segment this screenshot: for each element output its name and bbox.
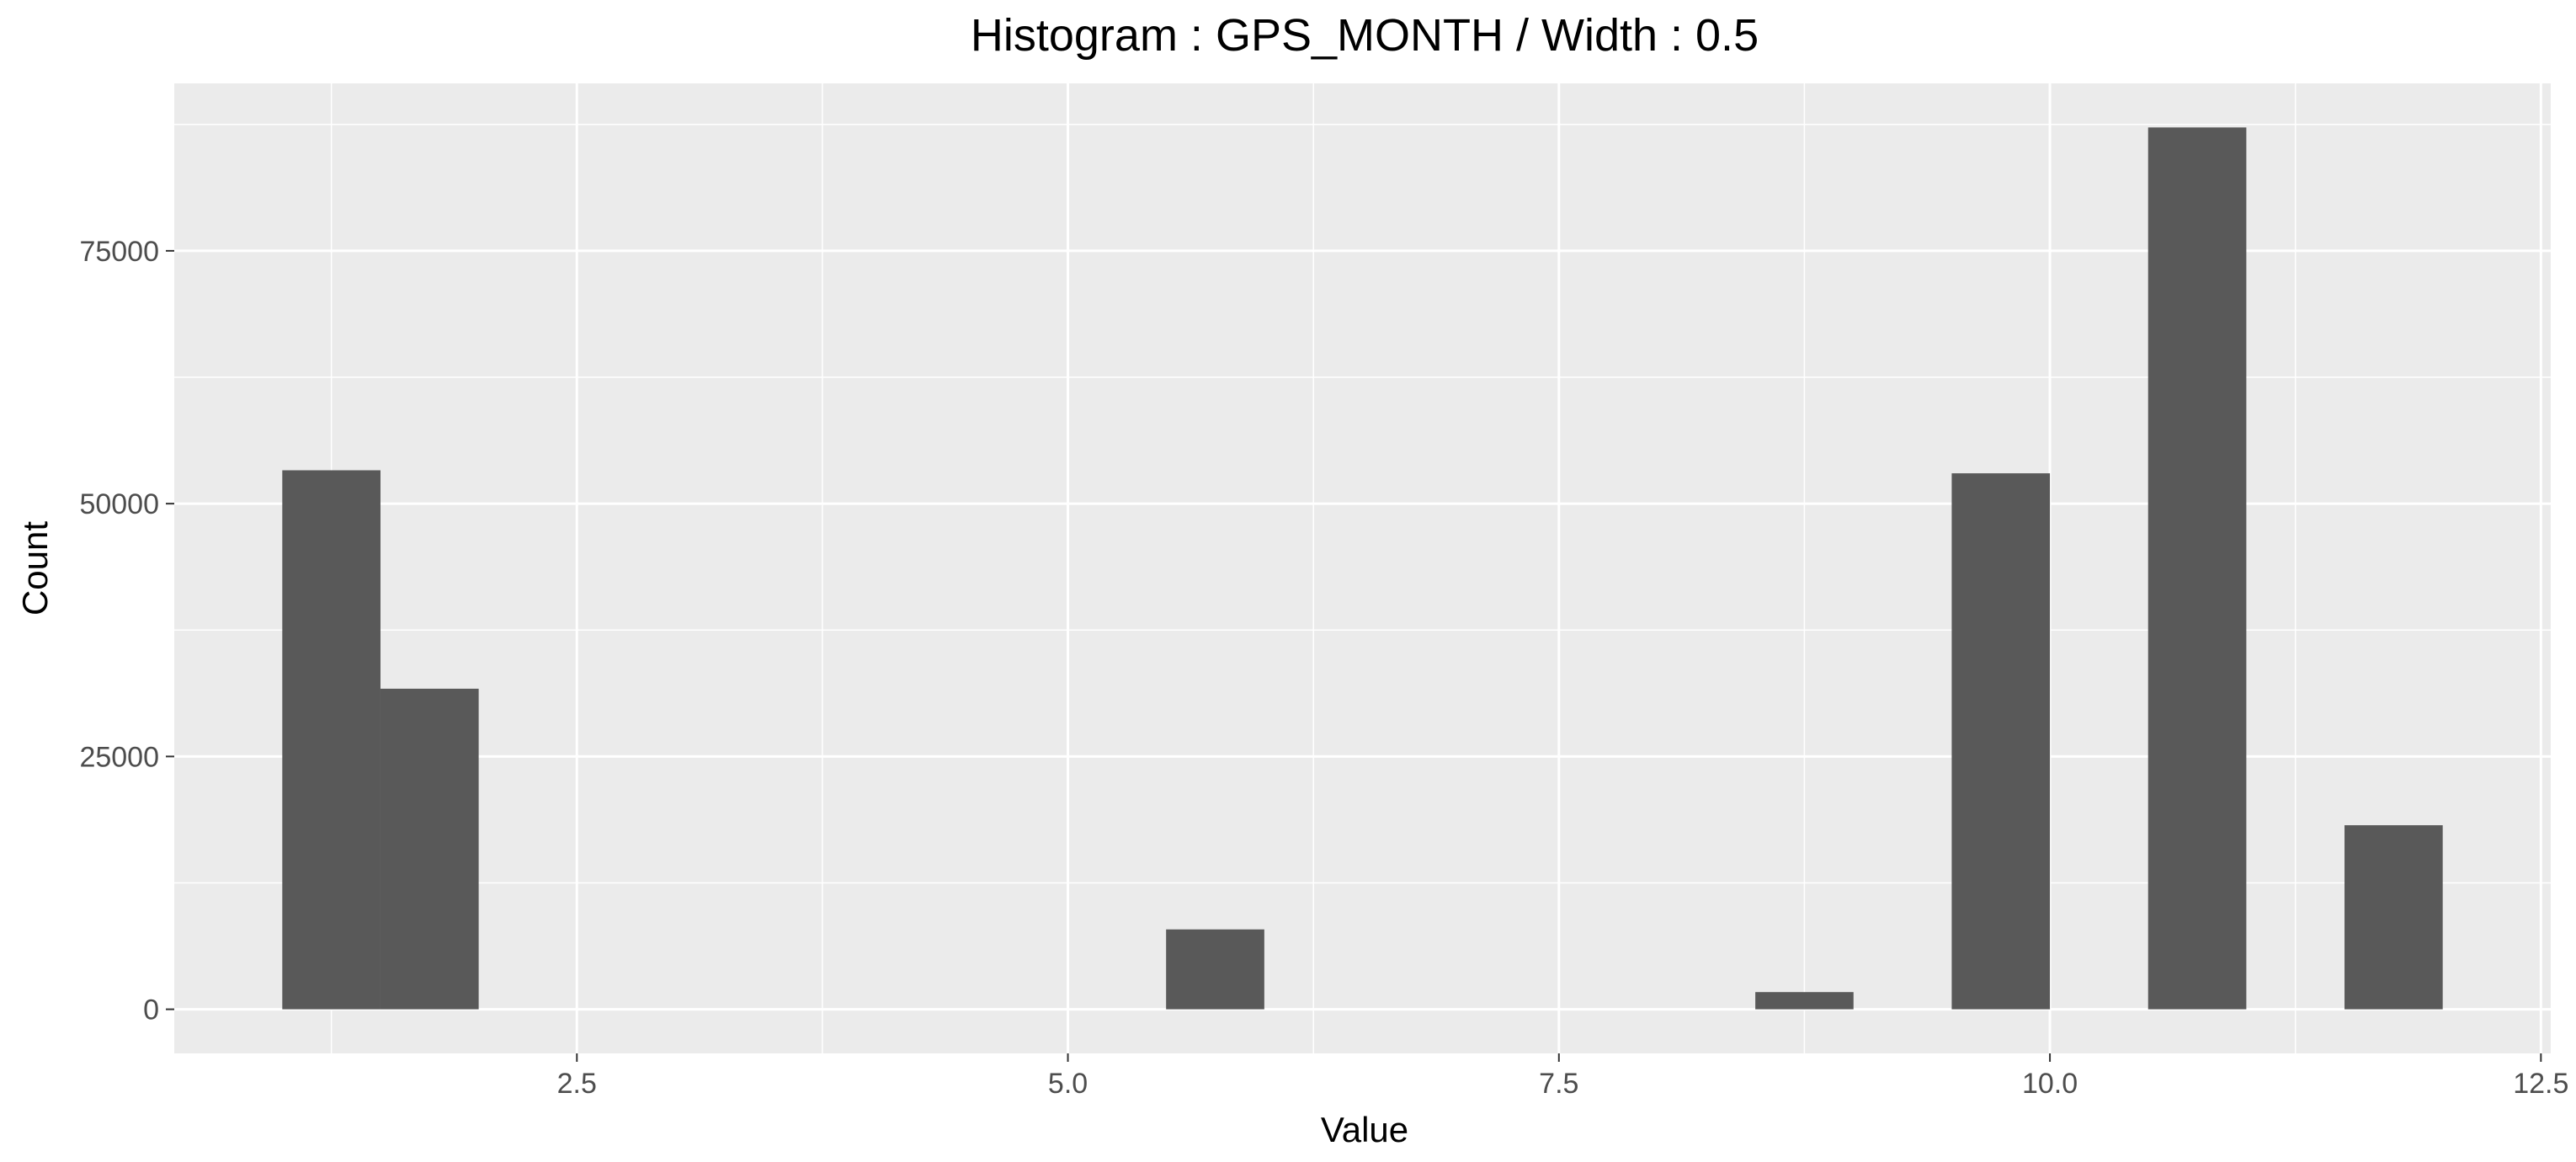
histogram-bar <box>380 688 479 1010</box>
y-axis-ticks: 0 25000 50000 75000 <box>79 236 174 1026</box>
chart-title: Histogram : GPS_MONTH / Width : 0.5 <box>971 10 1759 61</box>
y-tick-label: 0 <box>143 994 159 1026</box>
x-tick-label: 7.5 <box>1539 1068 1578 1100</box>
major-gridlines <box>174 83 2551 1053</box>
x-axis-ticks: 2.5 5.0 7.5 10.0 12.5 <box>557 1053 2568 1100</box>
y-axis-label: Count <box>15 521 55 616</box>
histogram-bar <box>1755 992 1854 1010</box>
y-tick-label: 50000 <box>79 488 159 520</box>
x-tick-label: 10.0 <box>2022 1068 2078 1100</box>
x-tick-label: 12.5 <box>2513 1068 2568 1100</box>
histogram-bar <box>2148 127 2247 1010</box>
x-tick-label: 5.0 <box>1048 1068 1088 1100</box>
histogram-bar <box>282 470 381 1010</box>
histogram-bar <box>2344 825 2443 1010</box>
histogram-bar <box>1166 929 1264 1010</box>
y-tick-label: 75000 <box>79 236 159 268</box>
x-axis-label: Value <box>1321 1110 1408 1149</box>
histogram-bars <box>282 127 2443 1010</box>
y-tick-label: 25000 <box>79 741 159 773</box>
x-tick-label: 2.5 <box>557 1068 597 1100</box>
histogram-bar <box>1951 473 2051 1010</box>
